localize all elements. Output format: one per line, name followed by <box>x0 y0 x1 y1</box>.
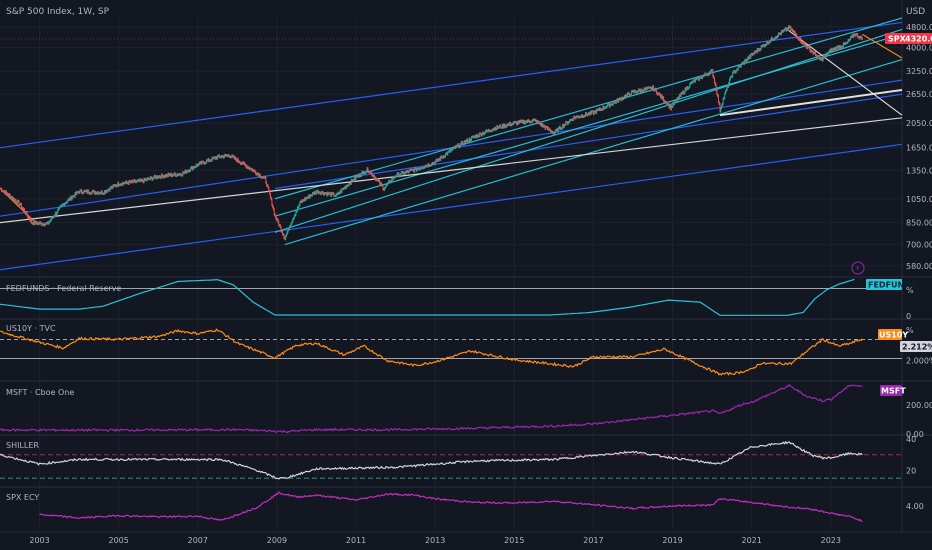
bolt-glyph: ⚡ <box>855 264 861 273</box>
price-tick-label: 1050.00 <box>906 195 932 204</box>
trend-line <box>0 143 903 271</box>
time-tick-label: 2013 <box>425 536 445 545</box>
price-tick-label: 850.00 <box>906 219 932 228</box>
time-tick-label: 2007 <box>188 536 208 545</box>
msft-badge[interactable]: MSFT <box>880 385 906 396</box>
pane-separators <box>0 0 932 533</box>
time-tick-label: 2003 <box>29 536 49 545</box>
price-tick-label: 1350.00 <box>906 166 932 175</box>
trend-line <box>862 33 903 59</box>
series-line <box>0 440 863 480</box>
price-tick-label: 4000.00 <box>906 44 932 53</box>
fedfunds-unit: % <box>906 286 914 295</box>
time-tick-label: 2011 <box>346 536 366 545</box>
time-tick-label: 2017 <box>583 536 603 545</box>
fedfunds-badge-label: FEDFUNDS <box>868 281 917 290</box>
pane-tick-label: 40 <box>906 435 916 444</box>
price-axis[interactable]: 580.00 700.00 850.00 1050.00 1350.00 1650.00 2… <box>906 23 932 511</box>
trend-line <box>274 17 903 200</box>
price-tick-label: 580.00 <box>906 262 932 271</box>
trend-drawings <box>0 17 903 479</box>
us10y-ref-badge[interactable]: 2.212% <box>900 341 932 352</box>
msft-pane-title: MSFT · Cboe One <box>6 388 74 397</box>
us10y-ref-label: 2.212% <box>902 343 932 352</box>
price-tick-label: 2650.00 <box>906 90 932 99</box>
time-tick-label: 2021 <box>741 536 761 545</box>
price-tick-label: 4800.00 <box>906 23 932 32</box>
series-line <box>0 278 855 316</box>
pane-tick-label: 4.00 <box>906 502 924 511</box>
series-layer <box>0 25 863 523</box>
trend-line <box>0 21 903 149</box>
trend-line <box>786 28 903 116</box>
time-tick-label: 2019 <box>662 536 682 545</box>
pane-tick-label: 0 <box>906 312 911 321</box>
price-tick-label: 2050.00 <box>906 119 932 128</box>
series-line <box>39 491 863 523</box>
us10y-badge-label: US10Y <box>879 331 908 340</box>
time-tick-label: 2009 <box>267 536 287 545</box>
shiller-pane-title: SHILLER <box>6 441 39 450</box>
fedfunds-pane-title: FEDFUNDS · Federal Reserve <box>6 284 121 293</box>
price-tick-label: 700.00 <box>906 241 932 250</box>
trend-line <box>284 58 903 246</box>
time-tick-label: 2015 <box>504 536 524 545</box>
chart-title: S&P 500 Index, 1W, SP <box>6 7 110 17</box>
pane-tick-label: 200.00 <box>906 401 932 410</box>
trend-line <box>274 93 903 190</box>
us10y-pane-title: US10Y · TVC <box>6 324 56 333</box>
msft-badge-label: MSFT <box>881 387 906 396</box>
indicator-bolt-icon[interactable]: ⚡ <box>851 261 865 275</box>
trend-line <box>0 117 903 224</box>
time-tick-label: 2023 <box>821 536 841 545</box>
time-tick-label: 2005 <box>109 536 129 545</box>
us10y-unit: % <box>906 326 914 335</box>
pane-tick-label: 20 <box>906 466 916 475</box>
spx-badge-symbol: SPX <box>888 35 907 44</box>
pane-tick-label: 2.000% <box>906 357 932 366</box>
spx-ecy-pane-title: SPX ECY <box>6 493 39 502</box>
time-axis[interactable]: 2003 2005 2007 2009 2011 2013 2015 2017 2019 2021… <box>29 536 841 545</box>
currency-label[interactable]: USD <box>906 7 925 17</box>
series-line <box>0 328 863 376</box>
spx-last-price-badge[interactable]: SPX 4320.05 <box>885 33 932 44</box>
spx-badge-value: 4320.05 <box>905 35 932 44</box>
pane-tick-label: 0.00 <box>906 430 924 439</box>
us10y-badge[interactable]: US10Y <box>878 329 908 340</box>
support-line <box>719 88 903 117</box>
price-tick-label: 3250.00 <box>906 67 932 76</box>
trend-line <box>274 33 903 217</box>
fedfunds-badge[interactable]: FEDFUNDS <box>866 279 917 290</box>
price-tick-label: 1650.00 <box>906 144 932 153</box>
series-line <box>0 383 863 434</box>
trend-line <box>274 28 903 233</box>
